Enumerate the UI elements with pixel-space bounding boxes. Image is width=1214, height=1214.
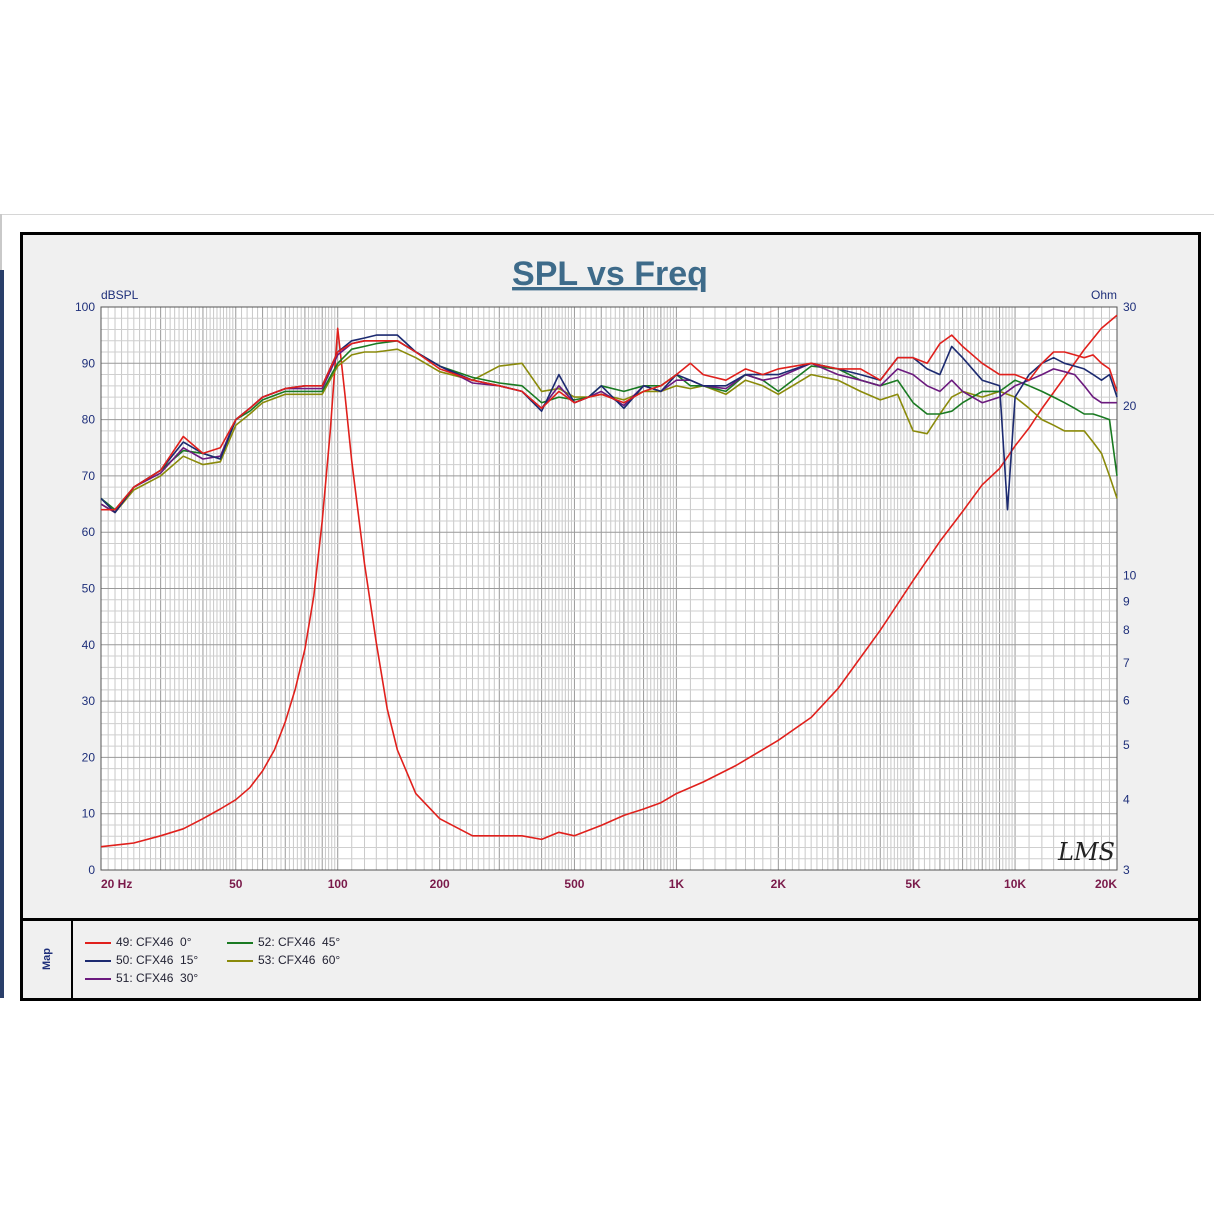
left-edge-strip: [0, 270, 4, 998]
series-layer: [100, 314, 1118, 848]
y-left-tick-label: 70: [82, 469, 96, 483]
legend-label: 52: CFX46 45°: [258, 935, 341, 949]
page-top-rule: [0, 214, 1214, 215]
legend-swatch: [227, 959, 253, 962]
map-label: Map: [41, 948, 53, 970]
legend-item: 51: CFX46 30°: [85, 971, 198, 987]
y-left-tick-label: 90: [82, 356, 96, 370]
x-tick-label: 5K: [905, 877, 921, 891]
x-tick-label: 500: [564, 877, 584, 891]
y-right-tick-label: 8: [1123, 623, 1130, 637]
y-right-tick-label: 3: [1123, 863, 1130, 877]
legend-swatch: [85, 941, 111, 944]
legend-swatch: [85, 959, 111, 962]
y-left-tick-label: 80: [82, 413, 96, 427]
y-left-tick-label: 0: [88, 863, 95, 877]
lms-watermark: LMS: [1057, 838, 1115, 866]
legend-swatch: [227, 941, 253, 944]
left-edge-top: [0, 214, 2, 270]
y-right-tick-label: 6: [1123, 694, 1130, 708]
legend-item: 49: CFX46 0°: [85, 935, 192, 951]
plot-border: [100, 306, 1118, 871]
legend-item: 52: CFX46 45°: [227, 935, 340, 951]
impedance-line: [100, 314, 1118, 848]
legend-label: 51: CFX46 30°: [116, 971, 199, 985]
x-tick-label: 100: [328, 877, 348, 891]
axis-layer: 0 10 20 30 40 50 60 70 80 90 100 3 4 5 6 7 8 9 10 20 30 20 Hz…: [75, 300, 1137, 891]
y-left-tick-label: 50: [82, 582, 96, 596]
y-left-tick-label: 10: [82, 807, 96, 821]
legend-item: 53: CFX46 60°: [227, 953, 340, 969]
x-tick-label: 1K: [669, 877, 685, 891]
x-tick-label: 10K: [1004, 877, 1026, 891]
y-right-tick-label: 9: [1123, 594, 1130, 608]
legend-label: 53: CFX46 60°: [258, 953, 341, 967]
y-left-tick-label: 20: [82, 750, 96, 764]
y-right-tick-label: 7: [1123, 656, 1130, 670]
legend-panel: Map 49: CFX46 0° 50: CFX46 15° 51: CFX46 3…: [23, 918, 1198, 998]
chart-window: SPL vs Freq dBSPL Ohm 0 10 20 30 40 50 60 70 80 9…: [20, 232, 1201, 1001]
x-tick-label: 2K: [771, 877, 787, 891]
legend-label: 49: CFX46 0°: [116, 935, 192, 949]
x-tick-label: 20K: [1095, 877, 1117, 891]
y-right-tick-label: 30: [1123, 300, 1137, 314]
legend-label: 50: CFX46 15°: [116, 953, 199, 967]
y-left-tick-label: 100: [75, 300, 95, 314]
spl-chart-svg: SPL vs Freq dBSPL Ohm 0 10 20 30 40 50 60 70 80 9…: [75, 255, 1137, 891]
legend-swatch: [85, 977, 111, 980]
y-left-tick-label: 40: [82, 638, 96, 652]
y-right-axis-label: Ohm: [1091, 288, 1117, 302]
chart-title: SPL vs Freq: [512, 255, 708, 293]
x-tick-label: 50: [229, 877, 243, 891]
x-tick-label: 200: [430, 877, 450, 891]
x-tick-label: 20 Hz: [101, 877, 132, 891]
y-right-tick-label: 4: [1123, 793, 1130, 807]
legend-item: 50: CFX46 15°: [85, 953, 198, 969]
grid-layer: [100, 306, 1118, 871]
y-right-tick-label: 20: [1123, 399, 1137, 413]
y-left-axis-label: dBSPL: [101, 288, 139, 302]
y-left-tick-label: 60: [82, 525, 96, 539]
y-left-tick-label: 30: [82, 694, 96, 708]
spl-series-line: [101, 334, 1118, 511]
y-right-tick-label: 10: [1123, 569, 1137, 583]
map-tab[interactable]: Map: [23, 921, 73, 998]
y-right-tick-label: 5: [1123, 738, 1130, 752]
